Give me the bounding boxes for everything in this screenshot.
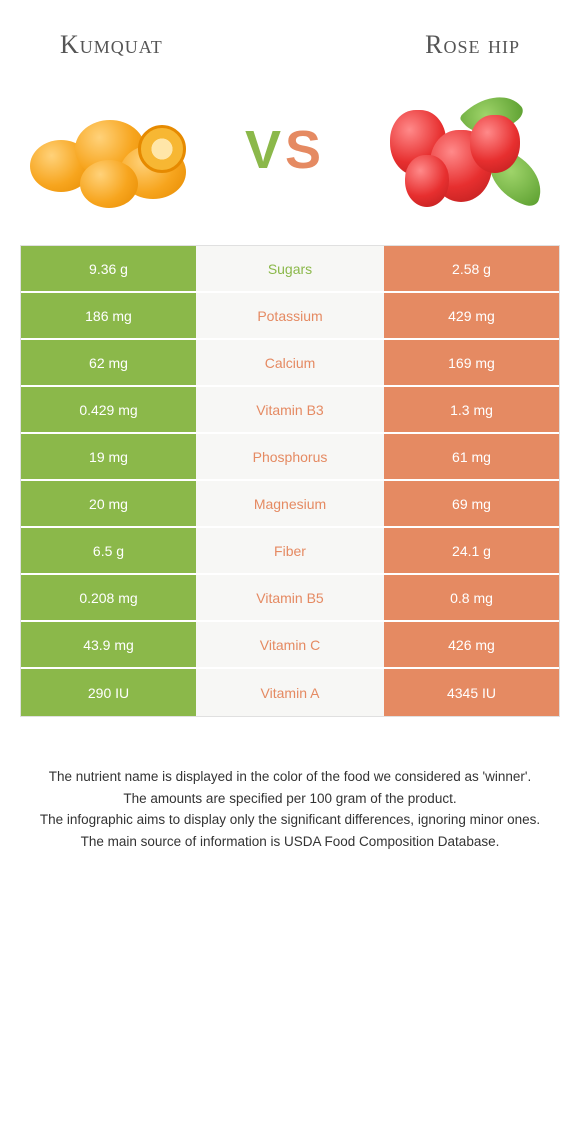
nutrient-label: Sugars <box>196 246 384 291</box>
nutrient-label: Vitamin C <box>196 622 384 667</box>
right-value: 429 mg <box>384 293 559 338</box>
table-row: 290 IUVitamin A4345 IU <box>21 669 559 716</box>
footnote-line: The main source of information is USDA F… <box>30 832 550 852</box>
right-value: 4345 IU <box>384 669 559 716</box>
right-value: 2.58 g <box>384 246 559 291</box>
right-value: 61 mg <box>384 434 559 479</box>
left-value: 0.429 mg <box>21 387 196 432</box>
nutrient-table: 9.36 gSugars2.58 g186 mgPotassium429 mg6… <box>20 245 560 717</box>
footnote-line: The amounts are specified per 100 gram o… <box>30 789 550 809</box>
right-value: 24.1 g <box>384 528 559 573</box>
left-value: 43.9 mg <box>21 622 196 667</box>
nutrient-label: Vitamin A <box>196 669 384 716</box>
footnote-line: The nutrient name is displayed in the co… <box>30 767 550 787</box>
right-value: 1.3 mg <box>384 387 559 432</box>
table-row: 0.208 mgVitamin B50.8 mg <box>21 575 559 622</box>
left-value: 19 mg <box>21 434 196 479</box>
table-row: 43.9 mgVitamin C426 mg <box>21 622 559 669</box>
nutrient-label: Fiber <box>196 528 384 573</box>
vs-v: V <box>245 120 285 180</box>
left-value: 6.5 g <box>21 528 196 573</box>
right-value: 426 mg <box>384 622 559 667</box>
footnote-line: The infographic aims to display only the… <box>30 810 550 830</box>
table-row: 9.36 gSugars2.58 g <box>21 246 559 293</box>
table-row: 6.5 gFiber24.1 g <box>21 528 559 575</box>
right-value: 69 mg <box>384 481 559 526</box>
left-value: 9.36 g <box>21 246 196 291</box>
left-value: 290 IU <box>21 669 196 716</box>
right-food-title: Rose hip <box>425 30 520 60</box>
nutrient-label: Calcium <box>196 340 384 385</box>
nutrient-label: Magnesium <box>196 481 384 526</box>
nutrient-label: Vitamin B3 <box>196 387 384 432</box>
right-value: 169 mg <box>384 340 559 385</box>
table-row: 186 mgPotassium429 mg <box>21 293 559 340</box>
left-value: 20 mg <box>21 481 196 526</box>
right-value: 0.8 mg <box>384 575 559 620</box>
table-row: 20 mgMagnesium69 mg <box>21 481 559 528</box>
footnotes: The nutrient name is displayed in the co… <box>0 717 580 851</box>
table-row: 62 mgCalcium169 mg <box>21 340 559 387</box>
nutrient-label: Vitamin B5 <box>196 575 384 620</box>
hero-row: VS <box>0 70 580 245</box>
header: Kumquat Rose hip <box>0 0 580 70</box>
left-value: 186 mg <box>21 293 196 338</box>
nutrient-label: Phosphorus <box>196 434 384 479</box>
rosehip-illustration <box>370 80 550 220</box>
left-food-title: Kumquat <box>60 30 163 60</box>
nutrient-label: Potassium <box>196 293 384 338</box>
left-value: 0.208 mg <box>21 575 196 620</box>
vs-s: S <box>285 120 325 180</box>
vs-label: VS <box>245 119 325 181</box>
left-value: 62 mg <box>21 340 196 385</box>
kumquat-illustration <box>20 80 200 220</box>
table-row: 0.429 mgVitamin B31.3 mg <box>21 387 559 434</box>
table-row: 19 mgPhosphorus61 mg <box>21 434 559 481</box>
